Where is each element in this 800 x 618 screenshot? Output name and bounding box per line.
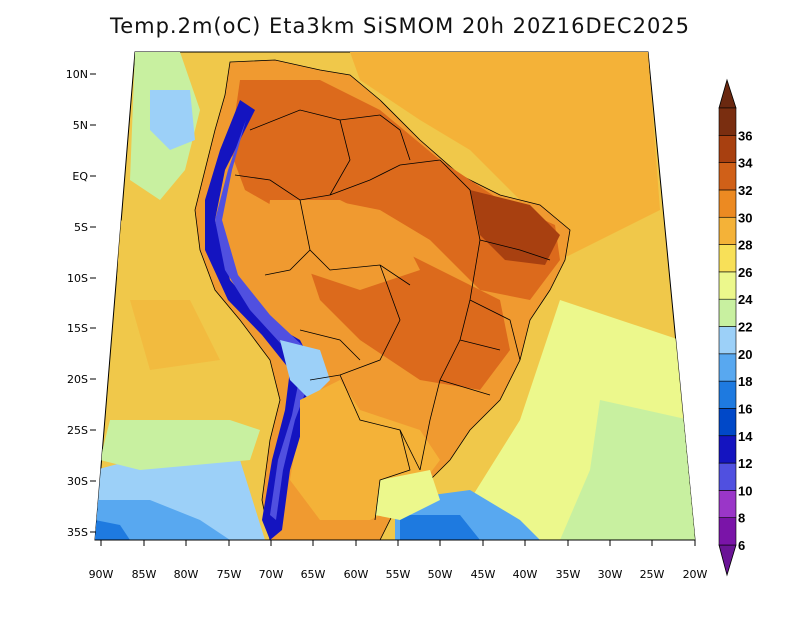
lat-label: 35S: [67, 526, 88, 539]
colorbar-level-label: 24: [738, 292, 753, 307]
lat-label: 10S: [67, 272, 88, 285]
lon-label: 75W: [217, 568, 242, 581]
colorbar-level-label: 16: [738, 401, 752, 416]
colorbar-level-label: 8: [738, 511, 745, 526]
country-borders: [234, 109, 551, 521]
lon-label: 70W: [259, 568, 284, 581]
lon-label: 35W: [556, 568, 581, 581]
lat-label: 20S: [67, 373, 88, 386]
colorbar-segment: [718, 517, 737, 546]
lon-labels: 90W 85W 80W 75W 70W 65W 60W 55W 50W 45W …: [89, 568, 708, 581]
andes-warm-foothill: [300, 380, 360, 440]
colorbar-level-label: 22: [738, 320, 752, 335]
lon-label: 80W: [174, 568, 199, 581]
lon-label: 45W: [471, 568, 496, 581]
colorbar-segment: [718, 271, 737, 300]
ocean-colder-south-pacific: [95, 520, 130, 540]
ocean-green-south-pacific: [100, 410, 260, 470]
lat-axis: [90, 73, 96, 533]
ocean-cool-north-blue: [150, 90, 195, 150]
colorbar-segment: [718, 107, 737, 136]
lat-label: 5N: [73, 119, 88, 132]
lat-label: 15S: [67, 322, 88, 335]
lon-label: 55W: [386, 568, 411, 581]
colorbar-segment: [718, 326, 737, 355]
colorbar-level-label: 34: [738, 156, 753, 171]
colorbar-segment: [718, 298, 737, 327]
ocean-pacific-warm-patch: [130, 300, 220, 370]
colorbar-segment: [718, 408, 737, 437]
ocean-cold-south-pacific: [95, 500, 230, 540]
andes-cold-inner: [215, 120, 310, 520]
colorbar-segment: [718, 162, 737, 191]
land-hot-north: [230, 80, 560, 300]
ocean-colder-south-atlantic: [400, 515, 480, 540]
colorbar-level-label: 6: [738, 538, 745, 553]
colorbar-level-label: 14: [738, 429, 753, 444]
colorbar-segment: [718, 135, 737, 163]
colorbar-level-label: 18: [738, 374, 752, 389]
lon-label: 85W: [132, 568, 157, 581]
lat-label: 30S: [67, 475, 88, 488]
lon-label: 60W: [344, 568, 369, 581]
lon-label: 65W: [301, 568, 326, 581]
colorbar-top-arrow: [718, 78, 737, 109]
colorbar-segment: [718, 380, 737, 409]
colorbar-level-label: 28: [738, 238, 752, 253]
land-cool-south: [375, 470, 440, 520]
colorbar-level-label: 10: [738, 483, 752, 498]
lat-label: 5S: [74, 221, 88, 234]
colorbar-level-label: 20: [738, 347, 752, 362]
colorbar-level-label: 12: [738, 456, 752, 471]
colorbar-segment: [718, 462, 737, 491]
colorbar-segment: [718, 353, 737, 382]
colorbar-segment: [718, 435, 737, 464]
lat-label: 25S: [67, 424, 88, 437]
land-very-hot-northeast: [470, 190, 560, 265]
lon-label: 30W: [598, 568, 623, 581]
colorbar-segment: [718, 244, 737, 273]
colorbar-labels: 6 8 10 12 14 16 18 20 22 24 26 28 30 32 34 36: [738, 128, 753, 553]
colorbar-segment: [718, 490, 737, 518]
ocean-cool-south-atlantic-green: [560, 400, 695, 540]
ocean-warm-region: [350, 52, 660, 260]
lon-axis: [95, 539, 696, 546]
colorbar-segment: [718, 216, 737, 245]
colorbar-level-label: 30: [738, 210, 752, 225]
lon-label: 20W: [683, 568, 708, 581]
lon-label: 40W: [513, 568, 538, 581]
lon-label: 25W: [640, 568, 665, 581]
lon-label: 50W: [428, 568, 453, 581]
map-title: Temp.2m(oC) Eta3km SiSMOM 20h 20Z16DEC20…: [109, 14, 691, 38]
colorbar-segment: [718, 189, 737, 218]
lat-labels: 10N 5N EQ 5S 10S 15S 20S 25S 30S 35S: [66, 68, 89, 539]
colorbar: [718, 78, 737, 577]
colorbar-level-label: 36: [738, 128, 752, 143]
colorbar-level-label: 26: [738, 265, 752, 280]
colorbar-bottom-arrow: [718, 544, 737, 577]
lon-label: 90W: [89, 568, 114, 581]
lat-label: 10N: [66, 68, 88, 81]
lat-label: EQ: [72, 170, 88, 183]
andes-cold-light: [280, 340, 330, 400]
colorbar-level-label: 32: [738, 183, 752, 198]
